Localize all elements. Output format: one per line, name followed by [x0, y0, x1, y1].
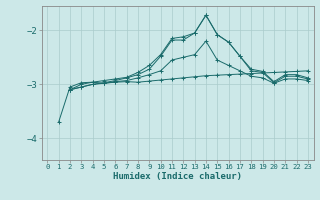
X-axis label: Humidex (Indice chaleur): Humidex (Indice chaleur) [113, 172, 242, 181]
